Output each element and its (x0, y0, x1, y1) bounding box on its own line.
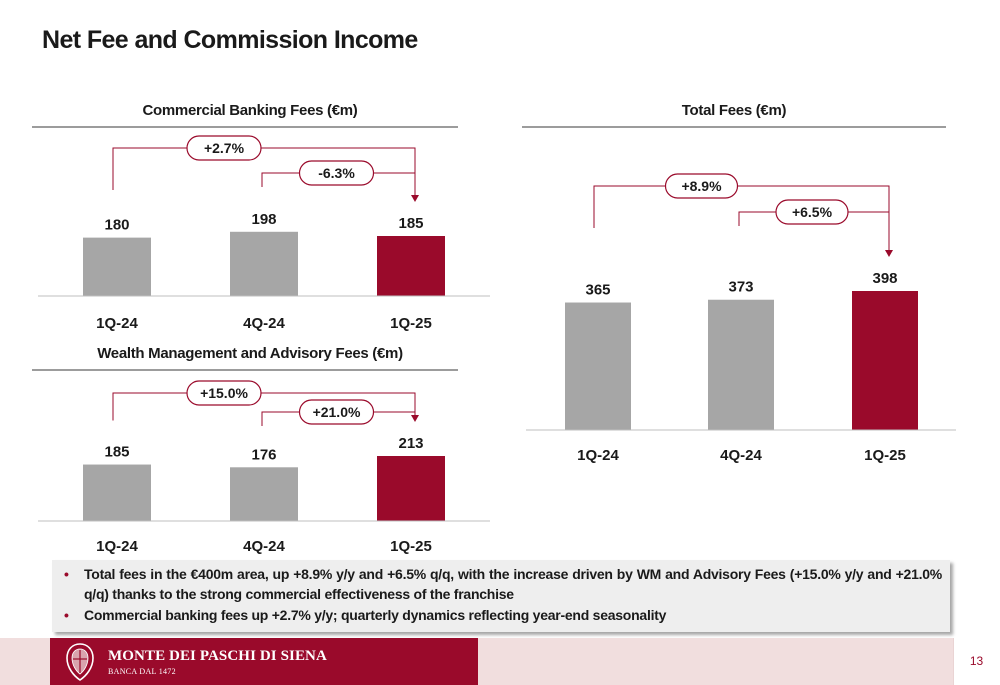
summary-bullet-text: Commercial banking fees up +2.7% y/y; qu… (84, 607, 667, 623)
page-number: 13 (969, 654, 984, 668)
bar-4q-24 (230, 467, 298, 521)
summary-bullet: • Total fees in the €400m area, up +8.9%… (62, 564, 942, 604)
summary-bullet: • Commercial banking fees up +2.7% y/y; … (62, 605, 942, 625)
growth-connector-line (112, 392, 416, 421)
data-label-1q-25: 185 (398, 215, 423, 232)
data-label-1q-24: 365 (585, 282, 610, 299)
total-chart-title: Total Fees (€m) (681, 102, 787, 119)
data-label-1q-25: 398 (872, 270, 897, 287)
data-label-1q-24: 180 (104, 217, 129, 234)
arrow-head-icon (411, 195, 419, 202)
growth-pill (775, 199, 849, 225)
growth-label: +15.0% (200, 385, 248, 401)
page-title: Net Fee and Commission Income (42, 26, 418, 54)
bar-4q-24 (708, 299, 774, 430)
category-label-4q-24: 4Q-24 (720, 447, 762, 464)
growth-label: +21.0% (313, 404, 361, 420)
bar-1q-25 (852, 291, 918, 430)
bar-1q-24 (83, 464, 151, 521)
data-label-1q-25: 213 (398, 435, 423, 452)
bank-crest-icon (66, 643, 94, 681)
data-label-4q-24: 176 (251, 446, 276, 463)
growth-connector-line (112, 147, 416, 196)
category-label-1q-25: 1Q-25 (390, 538, 432, 555)
growth-label: +2.7% (204, 140, 245, 156)
growth-label: -6.3% (318, 165, 355, 181)
growth-pill (298, 399, 375, 425)
footer-subtitle: BANCA DAL 1472 (108, 667, 176, 676)
data-label-1q-24: 185 (104, 444, 129, 461)
data-label-4q-24: 198 (251, 211, 276, 228)
growth-pill (186, 135, 262, 161)
bar-1q-25 (377, 236, 445, 296)
summary-bullet-text: Total fees in the €400m area, up +8.9% y… (84, 566, 942, 602)
growth-pill (186, 380, 262, 406)
bullet-dot-icon: • (64, 566, 69, 582)
bar-1q-24 (565, 302, 631, 430)
growth-pill (298, 160, 375, 186)
arrow-head-icon (411, 415, 419, 422)
growth-pill (664, 173, 739, 199)
bar-1q-25 (377, 456, 445, 521)
category-label-1q-25: 1Q-25 (390, 315, 432, 332)
footer-logo-box (50, 638, 478, 685)
category-label-4q-24: 4Q-24 (243, 315, 285, 332)
category-label-1q-24: 1Q-24 (577, 447, 619, 464)
bar-4q-24 (230, 231, 298, 296)
category-label-1q-24: 1Q-24 (96, 315, 138, 332)
bullet-dot-icon: • (64, 607, 69, 623)
data-label-4q-24: 373 (728, 279, 753, 296)
commercial-chart-title: Commercial Banking Fees (€m) (142, 102, 358, 119)
page-number-box (953, 638, 1000, 685)
summary-box: • Total fees in the €400m area, up +8.9%… (52, 560, 950, 632)
growth-label: +8.9% (681, 178, 722, 194)
category-label-4q-24: 4Q-24 (243, 538, 285, 555)
growth-label: +6.5% (792, 204, 833, 220)
wealth-chart-title: Wealth Management and Advisory Fees (€m) (97, 345, 403, 362)
arrow-head-icon (885, 250, 893, 257)
category-label-1q-25: 1Q-25 (864, 447, 906, 464)
category-label-1q-24: 1Q-24 (96, 538, 138, 555)
footer-brand: MONTE DEI PASCHI DI SIENA (108, 648, 327, 664)
bar-1q-24 (83, 237, 151, 296)
